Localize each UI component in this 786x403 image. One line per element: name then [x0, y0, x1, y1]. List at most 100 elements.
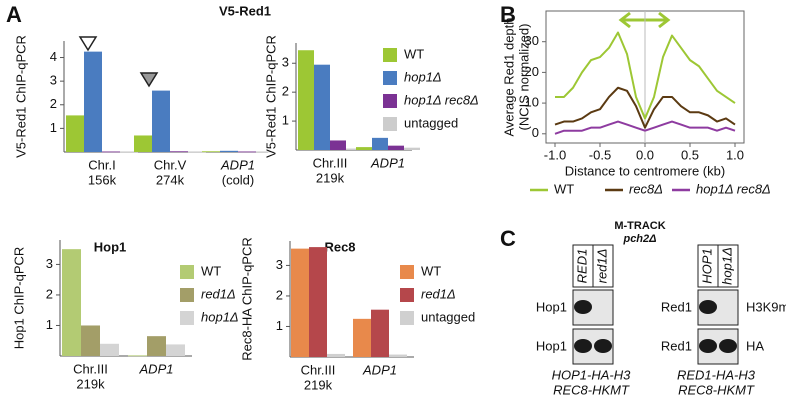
x-tick-label: 156k	[88, 172, 117, 187]
x-tick-label: ADP1	[370, 155, 405, 170]
legend-label: hop1Δ	[404, 69, 442, 84]
y-tick-label: 4	[50, 49, 57, 64]
bar	[62, 249, 81, 356]
x-tick-label: Chr.III	[313, 155, 348, 170]
bar	[298, 50, 314, 150]
y-axis-label: (NCIS normalized)	[516, 24, 531, 131]
blot-band	[699, 339, 717, 353]
legend-label: untagged	[421, 309, 475, 324]
x-tick-label: 1.0	[726, 147, 744, 162]
lane-label: RED1	[574, 249, 589, 284]
marker-triangle	[78, 36, 98, 52]
lane-label: red1Δ	[594, 249, 609, 284]
x-tick-label: -0.5	[589, 147, 611, 162]
y-tick-label: 1	[50, 120, 57, 135]
chart-title: Rec8	[324, 239, 355, 254]
bar	[188, 151, 206, 153]
legend-swatch	[180, 288, 194, 302]
row-label: Red1	[661, 299, 692, 314]
legend-swatch	[180, 265, 194, 279]
blot-band	[574, 339, 592, 353]
bar	[84, 51, 102, 153]
bar	[100, 343, 119, 356]
y-tick-label: 20	[525, 64, 539, 79]
bar	[330, 140, 346, 150]
bar	[346, 148, 362, 150]
y-tick-label: 1	[282, 113, 289, 128]
legend-label: WT	[404, 46, 424, 61]
x-tick-label: 274k	[156, 172, 185, 187]
bar	[353, 318, 371, 357]
y-tick-label: 2	[46, 286, 53, 301]
y-tick-label: 2	[50, 96, 57, 111]
legend-label: red1Δ	[421, 286, 456, 301]
x-tick-label: 219k	[316, 170, 345, 185]
legend-label: hop1Δ rec8Δ	[404, 92, 479, 107]
row-label: Hop1	[536, 338, 567, 353]
x-axis-label: Distance to centromere (kb)	[565, 163, 725, 178]
bar	[388, 145, 404, 150]
blot-caption: RED1-HA-H3	[677, 367, 756, 382]
y-tick-label: 3	[50, 73, 57, 88]
blot-caption: REC8-HKMT	[678, 382, 755, 397]
y-axis-label: V5-Red1 ChIP-qPCR	[263, 35, 278, 158]
x-tick-label: 0.5	[681, 147, 699, 162]
lane-label: hop1Δ	[719, 247, 734, 285]
x-tick-label: Chr.III	[73, 361, 108, 376]
bar	[404, 147, 420, 150]
x-tick-label: Chr.V	[154, 157, 187, 172]
line-series	[555, 31, 736, 120]
legend-swatch	[400, 311, 414, 325]
y-tick-label: 30	[525, 33, 539, 48]
blot-band	[574, 300, 592, 314]
y-tick-label: 10	[525, 95, 539, 110]
bar	[372, 137, 388, 150]
y-tick-label: 3	[282, 55, 289, 70]
legend-label: hop1Δ	[201, 309, 239, 324]
y-tick-label: 3	[46, 256, 53, 271]
legend-swatch	[383, 71, 397, 85]
panel-letter: C	[500, 226, 516, 251]
bar	[120, 151, 138, 153]
x-tick-label: ADP1	[220, 157, 255, 172]
x-tick-label: Chr.I	[88, 157, 115, 172]
line-series	[554, 120, 736, 135]
bar	[134, 135, 152, 152]
x-tick-label: ADP1	[362, 362, 397, 377]
legend-label: WT	[201, 263, 221, 278]
y-tick-label: 2	[282, 84, 289, 99]
x-tick-label: ADP1	[139, 361, 174, 376]
y-tick-label: 0	[532, 125, 539, 140]
legend-swatch	[180, 311, 194, 325]
y-tick-label: 1	[276, 318, 283, 333]
x-tick-label: (cold)	[222, 172, 255, 187]
blot-band	[699, 300, 717, 314]
bar	[291, 248, 309, 357]
row-label-right: HA	[746, 338, 764, 353]
legend-label: WT	[554, 181, 574, 196]
legend-label: hop1Δ rec8Δ	[696, 181, 771, 196]
blot-caption: HOP1-HA-H3	[552, 367, 632, 382]
legend-label: red1Δ	[201, 286, 236, 301]
line-series	[554, 86, 736, 129]
y-tick-label: 2	[276, 287, 283, 302]
bar	[220, 150, 238, 152]
bar	[81, 325, 100, 356]
bar	[147, 336, 166, 356]
bar	[66, 115, 84, 152]
blot-band	[719, 339, 737, 353]
x-tick-label: 219k	[304, 377, 333, 392]
y-axis-label: Hop1 ChIP-qPCR	[11, 247, 26, 350]
legend-swatch	[383, 48, 397, 62]
bar	[256, 151, 274, 153]
legend-swatch	[383, 117, 397, 131]
bar	[314, 64, 330, 150]
blot-caption: REC8-HKMT	[553, 382, 630, 397]
lane-label: HOP1	[699, 248, 714, 283]
chart-title: V5-Red1	[219, 3, 271, 18]
y-axis-label: V5-Red1 ChIP-qPCR	[13, 35, 28, 158]
y-axis-label: Average Red1 depth	[501, 17, 516, 136]
bar	[202, 151, 220, 153]
legend-swatch	[400, 288, 414, 302]
